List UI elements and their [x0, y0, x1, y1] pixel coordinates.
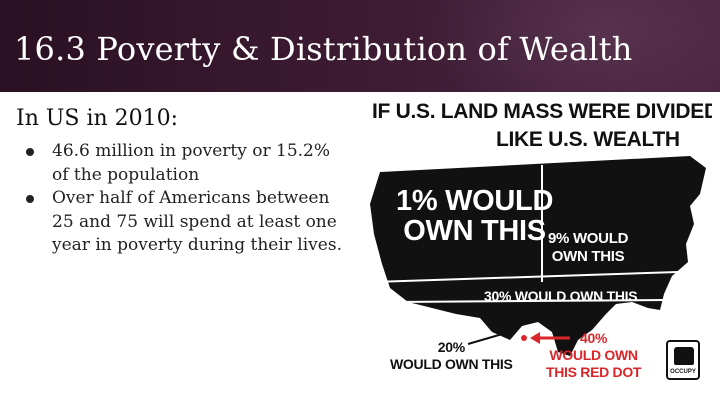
bullet-text: Over half of Americans between 25 and 75…: [52, 188, 342, 255]
label-twenty-percent-line-1: 20%: [437, 339, 465, 355]
bullet-dot-icon: [26, 148, 34, 156]
badge-text: OCCUPY: [670, 369, 696, 375]
bullet-item: Over half of Americans between 25 and 75…: [22, 187, 342, 258]
divider-horizontal-lower: [395, 299, 667, 303]
raised-fist-icon: [674, 347, 694, 365]
label-forty-percent-line-3: THIS RED DOT: [546, 364, 642, 380]
label-nine-percent-line-1: 9% WOULD: [548, 230, 629, 247]
bullet-item: 46.6 million in poverty or 15.2% of the …: [22, 140, 342, 187]
poster-headline-line-2: LIKE U.S. WEALTH: [496, 128, 680, 151]
red-dot: [521, 335, 527, 341]
label-one-percent: 1% WOULD OWN THIS: [396, 186, 553, 246]
bullet-text: 46.6 million in poverty or 15.2% of the …: [52, 141, 331, 185]
label-one-percent-line-1: 1% WOULD: [396, 185, 554, 217]
bullet-dot-icon: [26, 195, 34, 203]
label-forty-percent-line-2: WOULD OWN: [549, 347, 638, 363]
slide-subtitle: In US in 2010:: [16, 106, 179, 131]
label-one-percent-line-2: OWN THIS: [403, 215, 546, 247]
us-map-silhouette: [370, 156, 706, 356]
label-forty-percent-line-1: 40%: [580, 330, 608, 346]
label-thirty-percent: 30% WOULD OWN THIS: [484, 288, 638, 304]
slide-title: 16.3 Poverty & Distribution of Wealth: [14, 30, 633, 68]
title-bar: 16.3 Poverty & Distribution of Wealth: [0, 0, 720, 92]
divider-horizontal-upper: [372, 271, 679, 283]
poster-headline-line-1: IF U.S. LAND MASS WERE DIVIDED: [372, 100, 712, 123]
label-forty-percent: 40% WOULD OWN THIS RED DOT: [546, 330, 641, 381]
label-nine-percent-line-2: OWN THIS: [551, 248, 625, 265]
bullet-list: 46.6 million in poverty or 15.2% of the …: [22, 140, 342, 258]
label-nine-percent: 9% WOULD OWN THIS: [548, 230, 628, 266]
us-map-graphic: [370, 156, 706, 356]
arrow-40-head: [530, 332, 540, 344]
wealth-distribution-poster: IF U.S. LAND MASS WERE DIVIDED LIKE U.S.…: [360, 94, 712, 400]
label-twenty-percent-line-2: WOULD OWN THIS: [390, 356, 513, 372]
arrow-20-head: [508, 328, 518, 336]
arrow-20-line: [467, 329, 517, 345]
occupy-badge: OCCUPY: [666, 340, 700, 380]
label-twenty-percent: 20% WOULD OWN THIS: [390, 339, 513, 373]
